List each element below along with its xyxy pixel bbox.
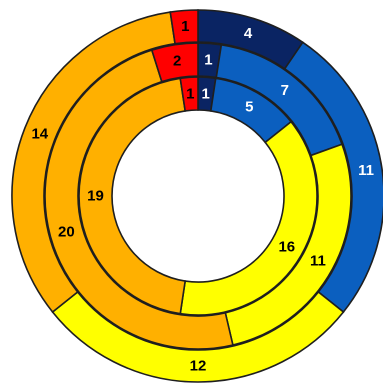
- outer-ring-label-red: 1: [181, 18, 189, 35]
- middle-ring-label-yellow: 11: [310, 253, 326, 270]
- inner-ring-segment-orange: [78, 77, 187, 315]
- inner-ring-segment-red: [179, 76, 199, 112]
- middle-ring-segment-red: [150, 42, 199, 83]
- middle-ring-label-orange: 20: [58, 224, 75, 241]
- inner-ring-label-yellow: 16: [278, 239, 295, 256]
- middle-ring-label-blue: 7: [281, 82, 289, 99]
- rings-group: [11, 9, 383, 383]
- middle-ring-label-dark-blue: 1: [204, 51, 212, 68]
- inner-ring-label-orange: 19: [87, 188, 104, 205]
- inner-ring-label-blue: 5: [245, 99, 253, 116]
- outer-ring-segment-red: [169, 9, 199, 45]
- inner-ring-label-red: 1: [186, 85, 194, 102]
- inner-ring-label-dark-blue: 1: [202, 85, 210, 102]
- middle-ring-label-red: 2: [173, 53, 181, 70]
- outer-ring-label-yellow: 12: [190, 358, 207, 375]
- inner-ring-segment-yellow: [179, 120, 318, 316]
- outer-ring-label-orange: 14: [31, 125, 48, 142]
- outer-ring-label-dark-blue: 4: [244, 25, 253, 42]
- outer-ring-label-blue: 11: [358, 162, 374, 179]
- middle-ring-segment-orange: [44, 49, 234, 350]
